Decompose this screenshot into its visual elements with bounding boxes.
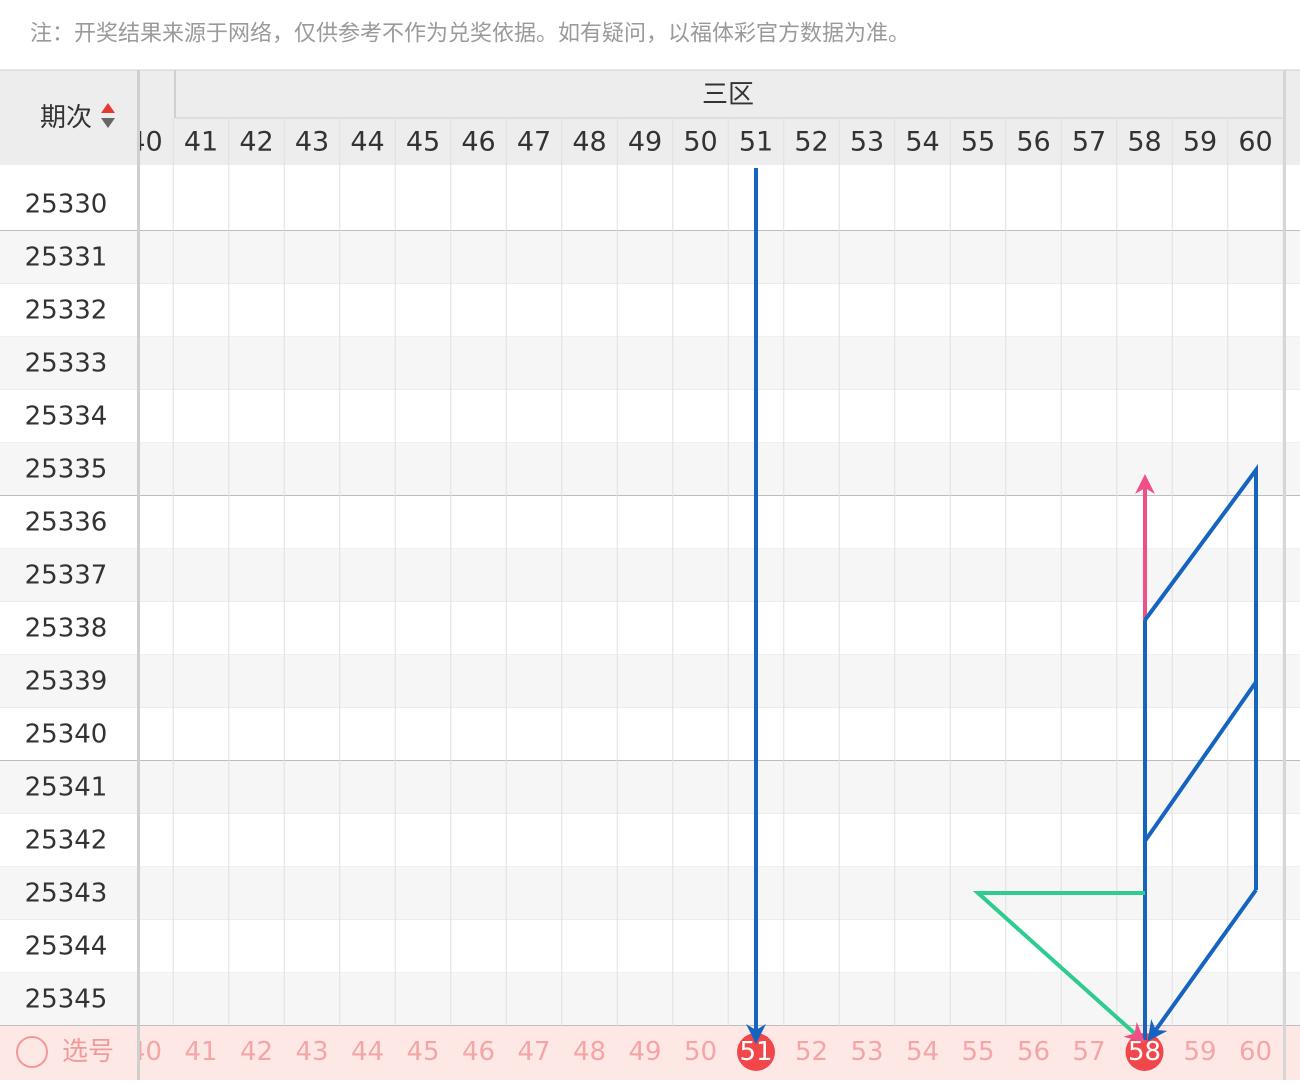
- miss-count: 41: [184, 1037, 217, 1067]
- miss-count: 59: [1183, 1037, 1216, 1067]
- row-bg: [0, 231, 1300, 284]
- sort-down[interactable]: [101, 118, 115, 128]
- column-number: 54: [905, 127, 939, 158]
- trend-line: [1147, 888, 1258, 1042]
- period: 25343: [25, 879, 108, 909]
- column-number: 58: [1127, 127, 1161, 158]
- right-separator: [1283, 70, 1286, 1080]
- note-bar: [0, 0, 1300, 70]
- miss-count: 42: [240, 1037, 273, 1067]
- ball-number: 58: [1128, 1037, 1161, 1067]
- column-number: 53: [850, 127, 884, 158]
- row-bg: [0, 443, 1300, 496]
- period: 25338: [25, 614, 108, 644]
- miss-count: 52: [795, 1037, 828, 1067]
- note: 注：开奖结果来源于网络，仅供参考不作为兑奖依据。如有疑问，以福体彩官方数据为准。: [30, 22, 910, 47]
- column-number: 42: [239, 127, 273, 158]
- miss-count: 47: [517, 1037, 550, 1067]
- period: 25337: [25, 561, 108, 591]
- row-bg: [0, 549, 1300, 602]
- period: 25340: [25, 720, 108, 750]
- period: 25332: [25, 296, 108, 326]
- column-number: 60: [1238, 127, 1272, 158]
- miss-count: 55: [961, 1037, 994, 1067]
- column-number: 47: [517, 127, 551, 158]
- row-bg: [0, 708, 1300, 761]
- miss-count: 50: [684, 1037, 717, 1067]
- row-bg: [0, 761, 1300, 814]
- column-number: 46: [461, 127, 495, 158]
- row-bg: [0, 178, 1300, 231]
- period: 25336: [25, 508, 108, 538]
- left-separator: [137, 70, 140, 1080]
- row-bg: [0, 973, 1300, 1026]
- miss-count: 49: [628, 1037, 661, 1067]
- column-number: 59: [1183, 127, 1217, 158]
- miss-count: 60: [1239, 1037, 1272, 1067]
- period: 25342: [25, 826, 108, 856]
- trend-line: [1143, 463, 1258, 890]
- miss-count: 43: [295, 1037, 328, 1067]
- column-number: 52: [794, 127, 828, 158]
- miss-count: 46: [462, 1037, 495, 1067]
- row-bg: [0, 284, 1300, 337]
- row-bg: [0, 390, 1300, 443]
- column-number: 40: [128, 127, 162, 158]
- miss-count: 48: [573, 1037, 606, 1067]
- period: 25344: [25, 932, 108, 962]
- miss-count: 40: [129, 1037, 162, 1067]
- row-bg: [0, 602, 1300, 655]
- column-number: 56: [1016, 127, 1050, 158]
- row-bg: [0, 496, 1300, 549]
- column-number: 41: [184, 127, 218, 158]
- miss-count: 56: [1017, 1037, 1050, 1067]
- period: 25331: [25, 243, 108, 273]
- period: 25345: [25, 985, 108, 1015]
- period: 25333: [25, 349, 108, 379]
- period: 25330: [25, 190, 108, 220]
- column-number: 49: [628, 127, 662, 158]
- footer-label[interactable]: 选号: [62, 1037, 114, 1067]
- footer-bg: [0, 1026, 1300, 1080]
- column-number: 57: [1072, 127, 1106, 158]
- row-bg: [0, 337, 1300, 390]
- miss-count: 44: [351, 1037, 384, 1067]
- period: 25341: [25, 773, 108, 803]
- column-number: 43: [295, 127, 329, 158]
- zone-label: 三区: [702, 80, 754, 110]
- column-number: 44: [350, 127, 384, 158]
- overlay-lines: [746, 168, 1258, 1044]
- table-body: 40 41 42 43 44 45 46 47 48 49 50 51 52 53 54 55 56 57 58 59…: [0, 70, 1300, 1080]
- select-icon[interactable]: [16, 1036, 48, 1068]
- period: 25335: [25, 455, 108, 485]
- column-number: 51: [739, 127, 773, 158]
- period-label[interactable]: 期次: [40, 103, 92, 133]
- row-bg: [0, 814, 1300, 867]
- period: 25334: [25, 402, 108, 432]
- miss-count: 57: [1072, 1037, 1105, 1067]
- miss-count: 54: [906, 1037, 939, 1067]
- trend-line: [972, 891, 1145, 1043]
- column-number: 48: [572, 127, 606, 158]
- ball-number: 51: [739, 1037, 772, 1067]
- row-bg: [0, 920, 1300, 973]
- column-number: 45: [406, 127, 440, 158]
- period: 25339: [25, 667, 108, 697]
- trend-line: [1143, 680, 1258, 843]
- sort-up[interactable]: [101, 103, 115, 113]
- column-number: 55: [961, 127, 995, 158]
- footer-cells: 40 41 42 43 44 45 46 47 48 49 50 51 52 53 54 55 56 57 58 59…: [129, 1033, 1272, 1071]
- row-bg: [0, 655, 1300, 708]
- column-number: 50: [683, 127, 717, 158]
- miss-count: 45: [406, 1037, 439, 1067]
- miss-count: 53: [850, 1037, 883, 1067]
